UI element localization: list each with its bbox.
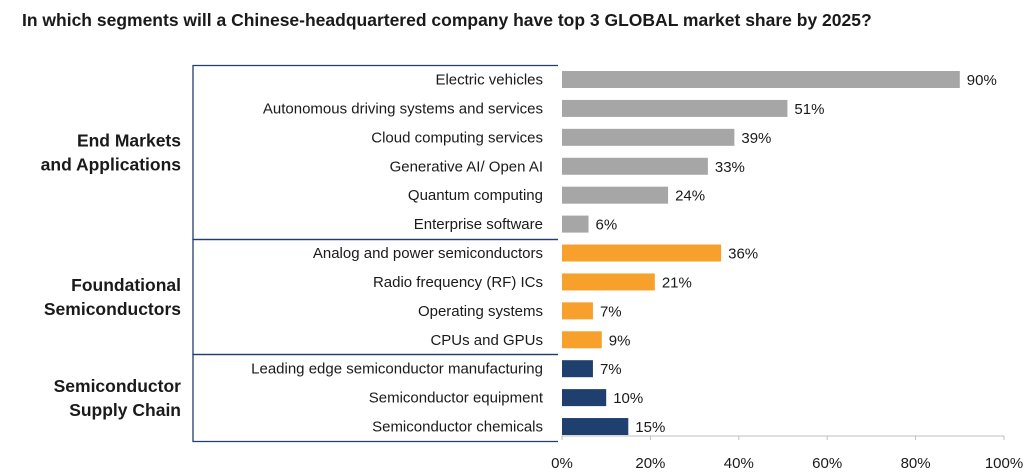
group-bracket — [192, 64, 558, 241]
category-label: Semiconductor equipment — [369, 390, 544, 407]
bar — [562, 418, 629, 436]
bar — [562, 389, 607, 407]
group-label: Supply Chain — [69, 400, 181, 420]
category-label: Analog and power semiconductors — [313, 245, 543, 262]
value-label: 51% — [794, 101, 824, 118]
bar — [562, 99, 788, 117]
x-tick-label: 20% — [635, 455, 665, 472]
group-bracket — [192, 353, 558, 443]
value-label: 9% — [609, 332, 631, 349]
category-label: Electric vehicles — [435, 72, 543, 89]
bar — [562, 157, 708, 175]
bar — [562, 273, 655, 291]
chart-title: In which segments will a Chinese-headqua… — [22, 10, 872, 30]
value-label: 21% — [662, 274, 692, 291]
value-label: 24% — [675, 188, 705, 205]
value-label: 7% — [600, 361, 622, 378]
category-label: Operating systems — [418, 303, 543, 320]
group-label: Semiconductors — [44, 299, 181, 319]
category-label: Quantum computing — [408, 187, 543, 204]
value-label: 6% — [596, 217, 618, 234]
group-label: End Markets — [77, 131, 181, 151]
category-label: Autonomous driving systems and services — [263, 100, 543, 117]
category-label: Radio frequency (RF) ICs — [373, 274, 543, 291]
bar — [562, 360, 593, 378]
group-label: Semiconductor — [54, 376, 182, 396]
category-label: Cloud computing services — [371, 129, 543, 146]
bar — [562, 215, 589, 233]
value-label: 39% — [741, 130, 771, 147]
value-label: 36% — [728, 246, 758, 263]
category-label: Semiconductor chemicals — [372, 419, 543, 436]
x-tick-label: 40% — [724, 455, 754, 472]
x-tick-label: 80% — [901, 455, 931, 472]
category-label: Leading edge semiconductor manufacturing — [251, 361, 543, 378]
bar — [562, 302, 593, 320]
category-label: CPUs and GPUs — [430, 332, 543, 349]
bar — [562, 128, 735, 146]
x-tick-label: 0% — [551, 455, 573, 472]
bar — [562, 186, 669, 204]
value-label: 15% — [635, 419, 665, 436]
bar — [562, 71, 960, 88]
group-label: Foundational — [71, 275, 181, 295]
value-label: 33% — [715, 159, 745, 176]
value-label: 7% — [600, 303, 622, 320]
value-label: 90% — [967, 72, 997, 89]
group-label: and Applications — [41, 155, 182, 175]
category-label: Generative AI/ Open AI — [390, 158, 543, 175]
x-tick-label: 60% — [812, 455, 842, 472]
x-tick-label: 100% — [985, 455, 1023, 472]
value-label: 10% — [613, 390, 643, 407]
category-label: Enterprise software — [414, 216, 543, 233]
bar — [562, 331, 602, 349]
bar — [562, 244, 722, 262]
